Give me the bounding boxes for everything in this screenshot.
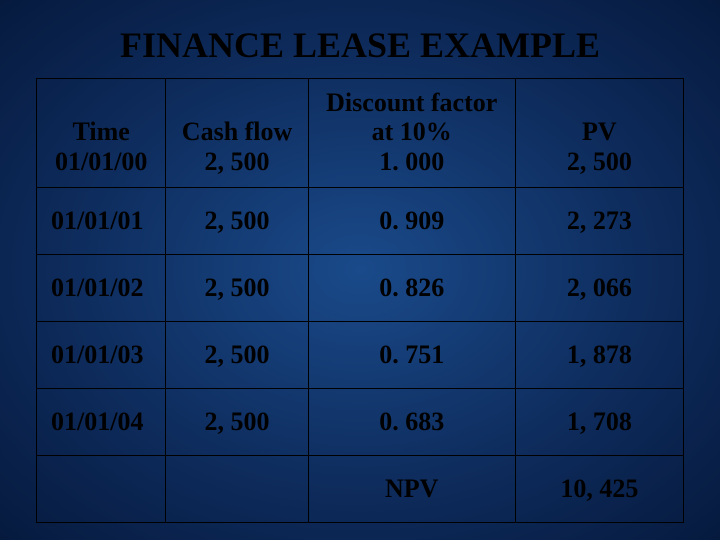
cell-pv: 1, 708	[515, 388, 683, 455]
slide-title: FINANCE LEASE EXAMPLE	[36, 24, 684, 66]
cell-discount: 0. 751	[308, 321, 515, 388]
cell-time: 01/01/04	[37, 388, 166, 455]
col-header-cashflow-label: Cash flow	[182, 118, 293, 147]
table-footer-row: NPV 10, 425	[37, 455, 684, 522]
col-header-discount-line2: at 10%	[372, 118, 452, 147]
table-header-row: Time 01/01/00 Cash flow 2, 500 Discount …	[37, 79, 684, 188]
table-row: 01/01/01 2, 500 0. 909 2, 273	[37, 187, 684, 254]
table-row: 01/01/02 2, 500 0. 826 2, 066	[37, 254, 684, 321]
cell-discount: 0. 826	[308, 254, 515, 321]
col-header-time-label: Time	[73, 118, 130, 147]
first-row-time: 01/01/00	[55, 148, 147, 177]
cell-time: 01/01/03	[37, 321, 166, 388]
col-header-discount-line1: Discount factor	[326, 89, 497, 118]
cell-cashflow: 2, 500	[166, 388, 308, 455]
cell-pv: 2, 066	[515, 254, 683, 321]
cell-cashflow: 2, 500	[166, 321, 308, 388]
cell-pv: 1, 878	[515, 321, 683, 388]
lease-table: Time 01/01/00 Cash flow 2, 500 Discount …	[36, 78, 684, 523]
cell-pv: 2, 273	[515, 187, 683, 254]
cell-cashflow: 2, 500	[166, 187, 308, 254]
col-header-discount: Discount factor at 10% 1. 000	[308, 79, 515, 188]
col-header-cashflow: Cash flow 2, 500	[166, 79, 308, 188]
col-header-pv-label: PV	[582, 118, 617, 147]
npv-value: 10, 425	[515, 455, 683, 522]
slide: FINANCE LEASE EXAMPLE Time 01/01/00 Cash…	[0, 0, 720, 540]
first-row-pv: 2, 500	[567, 148, 632, 177]
cell-time: 01/01/01	[37, 187, 166, 254]
col-header-pv: PV 2, 500	[515, 79, 683, 188]
table-row: 01/01/03 2, 500 0. 751 1, 878	[37, 321, 684, 388]
cell-empty	[37, 455, 166, 522]
cell-discount: 0. 909	[308, 187, 515, 254]
table-row: 01/01/04 2, 500 0. 683 1, 708	[37, 388, 684, 455]
cell-cashflow: 2, 500	[166, 254, 308, 321]
cell-time: 01/01/02	[37, 254, 166, 321]
first-row-cashflow: 2, 500	[205, 148, 270, 177]
first-row-discount: 1. 000	[379, 148, 444, 177]
col-header-time: Time 01/01/00	[37, 79, 166, 188]
cell-empty	[166, 455, 308, 522]
cell-discount: 0. 683	[308, 388, 515, 455]
npv-label: NPV	[308, 455, 515, 522]
